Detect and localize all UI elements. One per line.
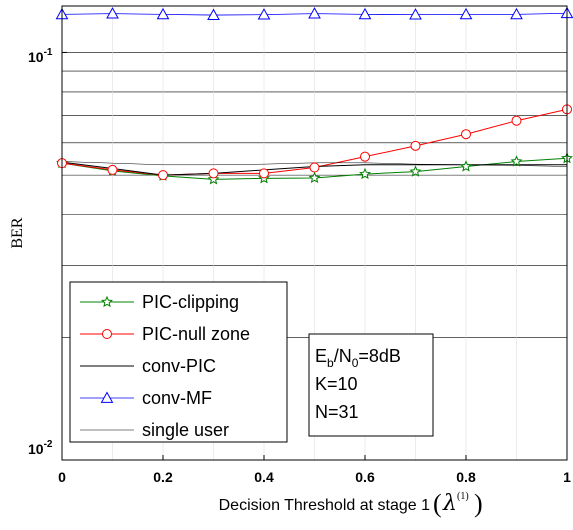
x-axis-label-paren-open: ( bbox=[433, 489, 442, 518]
series-1-point-7 bbox=[410, 140, 421, 151]
series-3-point-5 bbox=[308, 7, 321, 19]
series-1-point-8 bbox=[461, 129, 471, 140]
y-tick-label-0: 10-1 bbox=[28, 47, 53, 65]
series-1-point-6 bbox=[360, 151, 370, 162]
legend-label-2: conv-PIC bbox=[142, 356, 216, 376]
series-0-point-5 bbox=[308, 171, 321, 184]
series-1-point-2 bbox=[158, 170, 168, 181]
series-1-point-9 bbox=[511, 115, 522, 126]
x-axis-label-paren-close: ) bbox=[474, 489, 483, 518]
series-0-point-6 bbox=[359, 167, 371, 180]
series-0-point-9 bbox=[510, 155, 523, 167]
x-axis-label: Decision Threshold at stage 1 ( λ (1) ) bbox=[219, 489, 483, 518]
parameter-annotation: Eb/N0=8dB K=10 N=31 bbox=[308, 333, 434, 437]
axis-ticks: 0 0.2 0.4 0.6 0.8 1 10-1 10-2 bbox=[28, 47, 571, 485]
x-tick-label-4: 0.8 bbox=[456, 469, 476, 485]
series-3-point-7 bbox=[409, 8, 422, 20]
series-3-point-2 bbox=[156, 7, 170, 20]
legend-label-4: single user bbox=[142, 420, 229, 440]
y-axis-label: BER bbox=[9, 217, 26, 248]
legend-marker-0 bbox=[101, 295, 113, 308]
series-0-point-7 bbox=[409, 165, 422, 177]
x-axis-label-symbol: λ bbox=[442, 491, 457, 516]
legend-box bbox=[69, 281, 288, 443]
x-tick-label-1: 0.2 bbox=[153, 469, 173, 485]
legend-marker-1 bbox=[102, 329, 112, 339]
x-tick-label-3: 0.6 bbox=[355, 469, 375, 485]
x-tick-label-0: 0 bbox=[58, 469, 66, 485]
series-3-point-1 bbox=[106, 7, 119, 19]
series-3-point-3 bbox=[207, 8, 220, 20]
annotation-line-ebno: Eb/N0=8dB bbox=[315, 346, 401, 370]
x-tick-label-5: 1 bbox=[563, 469, 571, 485]
series-3-point-9 bbox=[510, 7, 523, 20]
series-0-point-3 bbox=[207, 173, 220, 185]
legend-label-3: conv-MF bbox=[142, 388, 212, 408]
legend-label-1: PIC-null zone bbox=[142, 324, 250, 344]
annotation-line-k: K=10 bbox=[315, 374, 358, 394]
series-1-point-1 bbox=[107, 164, 118, 175]
x-tick-label-2: 0.4 bbox=[254, 469, 274, 485]
x-axis-label-text: Decision Threshold at stage 1 bbox=[219, 497, 430, 514]
x-axis-label-superscript: (1) bbox=[457, 491, 469, 502]
series-0-point-8 bbox=[460, 160, 472, 172]
series-3-point-4 bbox=[257, 8, 271, 20]
series-1-point-3 bbox=[208, 168, 219, 179]
plot-frame bbox=[61, 5, 568, 461]
series-1-point-5 bbox=[309, 162, 320, 173]
legend: PIC-clipping PIC-null zone conv-PIC conv-MF… bbox=[69, 281, 288, 443]
series-1-point-4 bbox=[259, 168, 269, 179]
legend-label-0: PIC-clipping bbox=[142, 292, 239, 312]
y-tick-label-1: 10-2 bbox=[28, 439, 53, 457]
annotation-line-n: N=31 bbox=[315, 402, 359, 422]
series-3-point-6 bbox=[358, 7, 372, 20]
annotation-box bbox=[308, 333, 434, 437]
legend-marker-3 bbox=[100, 391, 114, 403]
series-3-point-8 bbox=[459, 7, 473, 20]
